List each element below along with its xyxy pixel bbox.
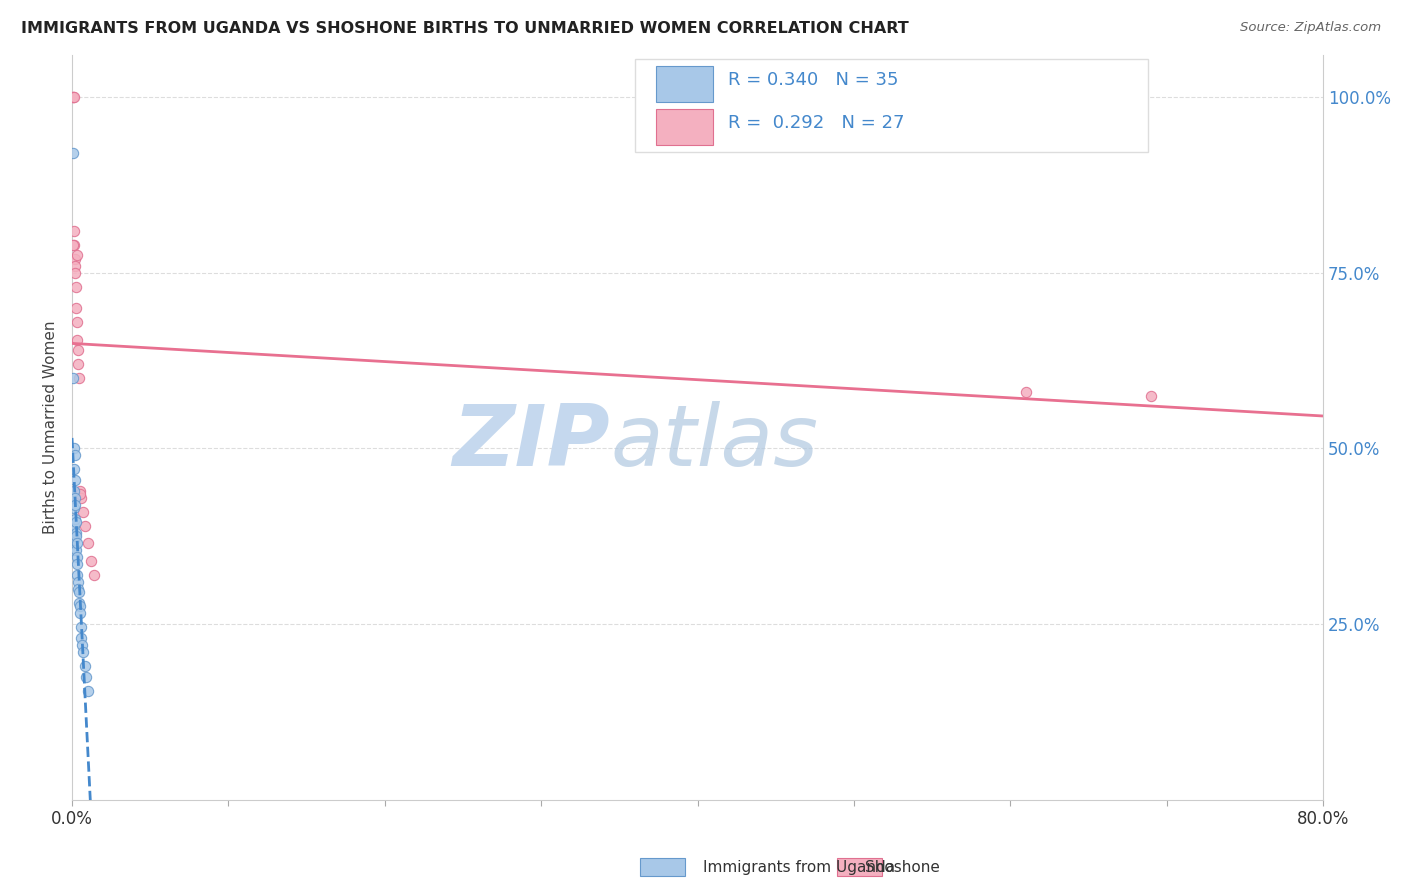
Point — [66, 567, 89, 582]
Point — [66, 333, 89, 347]
Point — [62, 501, 84, 516]
Point — [63, 473, 86, 487]
Point — [83, 567, 105, 582]
Point — [63, 483, 86, 498]
Bar — [657, 109, 713, 145]
Bar — [657, 66, 713, 102]
Point — [67, 357, 90, 371]
Point — [65, 529, 87, 543]
Point — [65, 543, 87, 558]
Point — [73, 659, 96, 673]
Point — [65, 498, 87, 512]
Text: R = 0.340   N = 35: R = 0.340 N = 35 — [727, 70, 898, 88]
Point — [66, 574, 89, 589]
Point — [66, 248, 89, 262]
Point — [1140, 389, 1163, 403]
Point — [62, 90, 84, 104]
Point — [65, 515, 87, 529]
Point — [66, 536, 89, 550]
Point — [69, 599, 91, 614]
Point — [62, 543, 84, 558]
Point — [69, 483, 91, 498]
Text: Immigrants from Uganda: Immigrants from Uganda — [703, 860, 896, 874]
Point — [72, 645, 94, 659]
Point — [66, 550, 89, 565]
Point — [70, 491, 93, 505]
Text: atlas: atlas — [610, 401, 818, 483]
Point — [70, 631, 93, 645]
Point — [62, 371, 84, 385]
Point — [67, 585, 90, 599]
Point — [63, 224, 86, 238]
Text: Source: ZipAtlas.com: Source: ZipAtlas.com — [1240, 21, 1381, 35]
Point — [67, 596, 90, 610]
Point — [65, 301, 87, 315]
Point — [65, 280, 87, 294]
Point — [70, 638, 93, 652]
Point — [63, 237, 86, 252]
Text: ZIP: ZIP — [453, 401, 610, 483]
Point — [63, 259, 86, 273]
Point — [75, 670, 97, 684]
FancyBboxPatch shape — [636, 59, 1147, 152]
Point — [63, 442, 86, 456]
Point — [65, 266, 87, 280]
Point — [63, 491, 86, 505]
Text: R =  0.292   N = 27: R = 0.292 N = 27 — [727, 113, 904, 131]
Point — [66, 343, 89, 357]
Point — [63, 462, 86, 476]
Point — [67, 582, 90, 596]
Text: Shoshone: Shoshone — [865, 860, 939, 874]
Point — [65, 525, 87, 540]
Point — [67, 371, 90, 385]
Point — [62, 90, 84, 104]
Point — [69, 607, 91, 621]
Point — [65, 511, 87, 525]
Point — [69, 620, 91, 634]
Point — [66, 315, 89, 329]
Point — [76, 536, 98, 550]
Point — [62, 533, 84, 547]
Y-axis label: Births to Unmarried Women: Births to Unmarried Women — [44, 320, 58, 534]
Text: IMMIGRANTS FROM UGANDA VS SHOSHONE BIRTHS TO UNMARRIED WOMEN CORRELATION CHART: IMMIGRANTS FROM UGANDA VS SHOSHONE BIRTH… — [21, 21, 908, 37]
Point — [73, 518, 96, 533]
Point — [76, 683, 98, 698]
Point — [62, 90, 84, 104]
Point — [62, 237, 84, 252]
Point — [63, 449, 86, 463]
Point — [72, 505, 94, 519]
Point — [1015, 385, 1038, 400]
Point — [80, 554, 103, 568]
Point — [69, 487, 91, 501]
Point — [62, 146, 84, 161]
Point — [63, 252, 86, 266]
Point — [66, 558, 89, 572]
Point — [62, 518, 84, 533]
